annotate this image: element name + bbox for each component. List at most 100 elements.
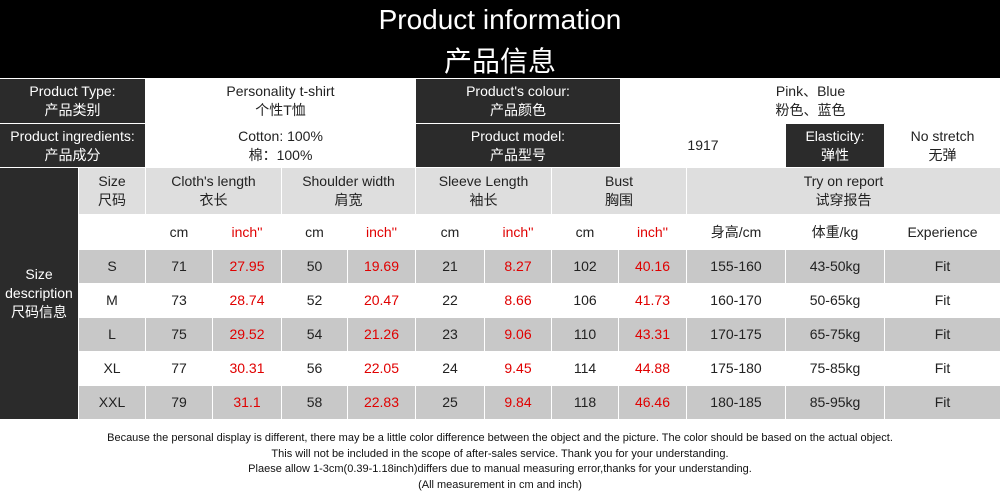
text-en: Product ingredients: xyxy=(10,127,135,144)
table-cell: 41.73 xyxy=(619,284,686,317)
cell-text: 9.45 xyxy=(504,360,532,376)
cell-text: 44.88 xyxy=(634,360,671,376)
text-zh: 肩宽 xyxy=(334,192,363,208)
unit-header: cm xyxy=(552,215,618,249)
header: Product information 产品信息 xyxy=(0,0,1000,78)
table-cell: S xyxy=(79,250,145,283)
cell-text: 21 xyxy=(442,258,458,274)
table-cell: 9.84 xyxy=(485,386,551,419)
unit-text: cm xyxy=(305,223,324,240)
cell-text: 22.05 xyxy=(363,360,400,376)
table-cell: 118 xyxy=(552,386,618,419)
cell-text: 27.95 xyxy=(229,258,265,274)
text-en: Personality t-shirt xyxy=(226,83,335,99)
text-en: Cloth's length xyxy=(171,173,256,189)
unit-header: inch'' xyxy=(213,215,281,249)
title: Product information xyxy=(378,4,622,35)
cell-text: 50-65kg xyxy=(809,292,861,308)
cell-text: 73 xyxy=(171,292,187,308)
cell-text: 25 xyxy=(442,394,458,410)
info-label: Elasticity: 弹性 xyxy=(786,124,884,167)
cell-text: 19.69 xyxy=(363,258,400,274)
unit-header: cm xyxy=(282,215,347,249)
cell-text: 21.26 xyxy=(363,326,400,342)
cell-text: 85-95kg xyxy=(809,394,861,410)
table-cell: 56 xyxy=(282,352,347,385)
cell-text: 180-185 xyxy=(710,394,762,410)
table-cell: 8.27 xyxy=(485,250,551,283)
cell-text: 65-75kg xyxy=(809,326,861,342)
table-cell: 58 xyxy=(282,386,347,419)
info-label: Product ingredients: 产品成分 xyxy=(0,124,145,167)
table-cell: 77 xyxy=(146,352,212,385)
text-en: Size xyxy=(98,173,126,189)
cell-text: Fit xyxy=(934,326,951,342)
footer-line: Plaese allow 1-3cm(0.39-1.18inch)differs… xyxy=(248,463,752,475)
cell-text: 118 xyxy=(573,394,597,410)
cell-text: XL xyxy=(103,360,121,376)
cell-text: L xyxy=(108,326,116,342)
cell-text: 54 xyxy=(306,326,323,342)
group-header: Size 尺码 xyxy=(79,168,145,214)
table-cell: 114 xyxy=(552,352,618,385)
table-cell: 40.16 xyxy=(619,250,686,283)
table-cell: 25 xyxy=(416,386,484,419)
text-zh: 无弹 xyxy=(928,146,957,163)
table-cell: XL xyxy=(79,352,145,385)
cell-text: S xyxy=(107,258,117,274)
table-cell: 29.52 xyxy=(213,318,281,351)
unit-text: cm xyxy=(169,223,189,240)
group-header: Cloth's length 衣长 xyxy=(146,168,281,214)
cell-text: 8.27 xyxy=(504,258,532,274)
cell-text: 23 xyxy=(442,326,458,342)
table-cell: 79 xyxy=(146,386,212,419)
unit-text: inch'' xyxy=(231,223,263,240)
table-cell: 85-95kg xyxy=(786,386,884,419)
size-label: Size description 尺码信息 xyxy=(0,168,78,419)
info-value: No stretch 无弹 xyxy=(885,124,1000,167)
table-cell: 54 xyxy=(282,318,347,351)
unit-text: 体重/kg xyxy=(811,223,859,240)
text-en: Product model: xyxy=(470,127,566,144)
cell-text: 114 xyxy=(573,360,597,376)
cell-text: 58 xyxy=(306,394,323,410)
unit-header: inch'' xyxy=(619,215,686,249)
info-value: Cotton: 100% 棉：100% xyxy=(146,124,415,167)
cell-text: 43-50kg xyxy=(809,258,861,274)
group-header: Shoulder width 肩宽 xyxy=(282,168,415,214)
group-header: Try on report 试穿报告 xyxy=(687,168,1000,214)
cell-text: 110 xyxy=(573,326,597,342)
unit-text: Experience xyxy=(907,223,978,240)
table-cell: 65-75kg xyxy=(786,318,884,351)
table-cell: Fit xyxy=(885,250,1000,283)
cell-text: Fit xyxy=(934,394,951,410)
table-cell: 50 xyxy=(282,250,347,283)
unit-blank xyxy=(79,215,145,249)
unit-header: inch'' xyxy=(348,215,415,249)
table-cell: 9.06 xyxy=(485,318,551,351)
table-cell: 155-160 xyxy=(687,250,785,283)
text-zh: 产品颜色 xyxy=(490,102,546,118)
unit-header: cm xyxy=(416,215,484,249)
table-cell: 19.69 xyxy=(348,250,415,283)
table-cell: 9.45 xyxy=(485,352,551,385)
table-cell: 75-85kg xyxy=(786,352,884,385)
table-cell: 44.88 xyxy=(619,352,686,385)
cell-text: 8.66 xyxy=(504,292,532,308)
cell-text: Fit xyxy=(934,258,951,274)
info-value: 1917 xyxy=(621,124,785,167)
cell-text: 75-85kg xyxy=(809,360,861,376)
cell-text: 9.06 xyxy=(504,326,532,342)
table-cell: 22.83 xyxy=(348,386,415,419)
table-cell: 73 xyxy=(146,284,212,317)
cell-text: 29.52 xyxy=(229,326,265,342)
info-label: Product Type: 产品类别 xyxy=(0,79,145,123)
unit-header: inch'' xyxy=(485,215,551,249)
text-en: Sleeve Length xyxy=(438,173,529,189)
unit-header: 身高/cm xyxy=(687,215,785,249)
cell-text: 170-175 xyxy=(710,326,762,342)
table-cell: 50-65kg xyxy=(786,284,884,317)
table-cell: 170-175 xyxy=(687,318,785,351)
text-en: No stretch xyxy=(910,127,975,144)
